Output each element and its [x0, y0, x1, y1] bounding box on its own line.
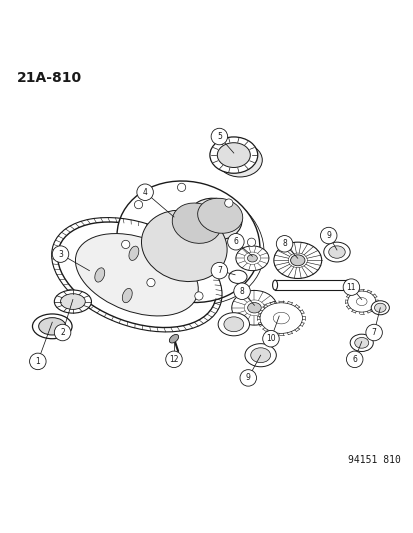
- Ellipse shape: [122, 288, 132, 303]
- Ellipse shape: [247, 303, 261, 313]
- Text: 9: 9: [325, 231, 330, 240]
- Ellipse shape: [117, 181, 259, 303]
- Ellipse shape: [54, 290, 91, 313]
- Ellipse shape: [169, 334, 178, 343]
- Ellipse shape: [95, 268, 104, 282]
- Text: 7: 7: [371, 328, 376, 337]
- Ellipse shape: [354, 337, 368, 348]
- Ellipse shape: [165, 258, 175, 272]
- Ellipse shape: [228, 270, 247, 284]
- Circle shape: [227, 233, 244, 250]
- Text: 3: 3: [58, 249, 63, 259]
- Circle shape: [233, 283, 250, 300]
- Ellipse shape: [272, 280, 277, 290]
- Text: 6: 6: [351, 355, 356, 364]
- Ellipse shape: [172, 203, 221, 244]
- Text: 9: 9: [245, 374, 250, 382]
- Ellipse shape: [217, 143, 250, 167]
- Text: 11: 11: [346, 282, 355, 292]
- Ellipse shape: [38, 318, 66, 335]
- Circle shape: [165, 351, 182, 368]
- Ellipse shape: [250, 348, 270, 362]
- Text: 4: 4: [142, 188, 147, 197]
- Ellipse shape: [223, 317, 243, 332]
- Text: 7: 7: [216, 266, 221, 275]
- Ellipse shape: [235, 246, 268, 271]
- Ellipse shape: [218, 313, 249, 336]
- Text: 5: 5: [216, 132, 221, 141]
- Text: 10: 10: [266, 334, 275, 343]
- Circle shape: [211, 262, 227, 279]
- Ellipse shape: [247, 255, 257, 262]
- Ellipse shape: [290, 255, 304, 266]
- Ellipse shape: [347, 291, 375, 312]
- Ellipse shape: [141, 210, 227, 281]
- Ellipse shape: [57, 222, 216, 327]
- Circle shape: [365, 324, 382, 341]
- Circle shape: [121, 240, 130, 248]
- Circle shape: [262, 330, 278, 347]
- Circle shape: [342, 279, 359, 295]
- Ellipse shape: [349, 334, 373, 351]
- Text: 8: 8: [239, 287, 244, 296]
- Circle shape: [147, 278, 155, 287]
- Circle shape: [54, 324, 71, 341]
- Text: 12: 12: [169, 355, 178, 364]
- Circle shape: [195, 292, 202, 300]
- Circle shape: [346, 351, 362, 368]
- Ellipse shape: [356, 297, 366, 305]
- Circle shape: [247, 238, 255, 246]
- Ellipse shape: [231, 290, 276, 325]
- Text: 94151 810: 94151 810: [347, 455, 400, 465]
- Text: 8: 8: [282, 239, 286, 248]
- Ellipse shape: [60, 294, 85, 310]
- Ellipse shape: [328, 246, 344, 259]
- Circle shape: [224, 199, 233, 207]
- Circle shape: [211, 128, 227, 145]
- Ellipse shape: [259, 303, 302, 333]
- Ellipse shape: [188, 198, 241, 240]
- Text: 2: 2: [60, 328, 65, 337]
- Circle shape: [29, 353, 46, 370]
- Circle shape: [275, 236, 292, 252]
- Ellipse shape: [244, 344, 275, 367]
- Circle shape: [177, 183, 185, 191]
- Ellipse shape: [32, 314, 72, 338]
- Ellipse shape: [370, 301, 389, 315]
- Ellipse shape: [128, 246, 138, 261]
- Ellipse shape: [75, 233, 198, 316]
- Circle shape: [240, 370, 256, 386]
- Circle shape: [320, 227, 336, 244]
- Circle shape: [134, 200, 142, 209]
- Text: 1: 1: [36, 357, 40, 366]
- Text: 21A-810: 21A-810: [17, 70, 82, 85]
- Circle shape: [137, 184, 153, 200]
- Ellipse shape: [273, 312, 289, 324]
- Ellipse shape: [323, 242, 349, 262]
- Ellipse shape: [273, 242, 321, 278]
- Ellipse shape: [374, 303, 385, 312]
- Ellipse shape: [209, 137, 257, 173]
- Text: 6: 6: [233, 237, 238, 246]
- Ellipse shape: [197, 198, 242, 233]
- Ellipse shape: [217, 143, 262, 177]
- Circle shape: [52, 246, 69, 262]
- Ellipse shape: [344, 280, 349, 290]
